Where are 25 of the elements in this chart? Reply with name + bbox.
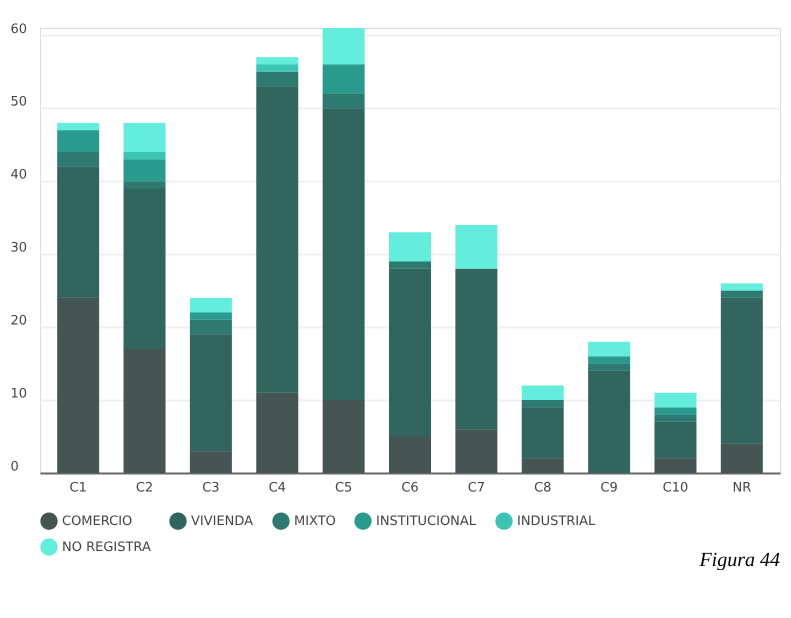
x-tick-label: C2	[136, 480, 154, 496]
x-tick-label: C4	[268, 480, 286, 496]
x-tick-label: C6	[401, 480, 419, 496]
x-tick-label: C3	[202, 480, 220, 496]
legend-label: MIXTO	[294, 514, 336, 530]
legend-label: COMERCIO	[62, 514, 132, 530]
text: Figura 44	[698, 549, 780, 571]
legend-label: INDUSTRIAL	[517, 514, 596, 530]
legend-label: NO REGISTRA	[62, 540, 151, 555]
x-tick-label: C7	[468, 480, 486, 496]
y-tick-label: 50	[10, 94, 28, 110]
y-tick-label: 60	[10, 22, 28, 37]
x-tick-label: C9	[600, 480, 618, 496]
y-tick-label: 40	[10, 168, 28, 183]
legend-label: VIVIENDA	[191, 514, 254, 530]
x-tick-label: C8	[534, 480, 552, 496]
y-tick-label: 30	[10, 240, 28, 256]
y-tick-label: 0	[10, 460, 19, 474]
x-tick-label: NR	[732, 480, 752, 496]
y-tick-label: 10	[10, 386, 28, 402]
x-tick-label: C1	[69, 480, 87, 496]
y-tick-label: 20	[10, 314, 28, 329]
x-tick-label: C5	[334, 480, 352, 496]
x-tick-label: C10	[662, 480, 688, 496]
legend-label: INSTITUCIONAL	[376, 514, 477, 530]
